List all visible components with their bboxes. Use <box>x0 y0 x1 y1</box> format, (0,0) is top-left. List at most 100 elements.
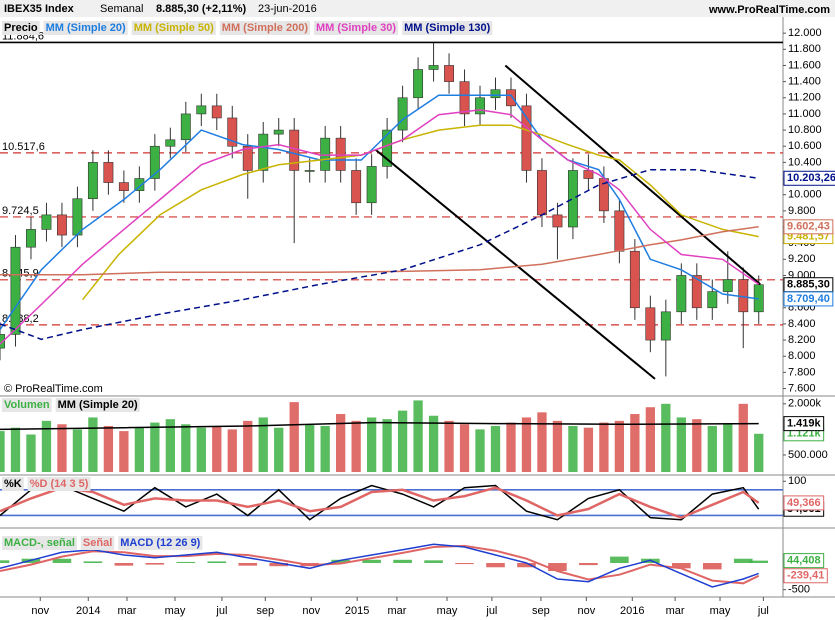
site: www.ProRealTime.com <box>708 4 830 16</box>
bar <box>227 429 237 472</box>
bar <box>723 424 733 472</box>
trend-line <box>374 148 656 380</box>
bar <box>486 563 505 568</box>
last-value-box <box>783 219 834 235</box>
y-tick-label: 12.000 <box>788 27 822 39</box>
y-tick-label: 11.600 <box>788 59 821 71</box>
legend-label: MM (Simple 200) <box>222 22 309 34</box>
bar <box>506 422 516 472</box>
y-tick-label: 11.000 <box>788 108 821 120</box>
legend-box <box>402 21 493 35</box>
bar <box>362 559 381 563</box>
level-label: 9.724,5 <box>2 205 39 217</box>
candle-body <box>211 105 222 119</box>
symbol: IBEX35 Index <box>4 3 75 15</box>
bar <box>517 563 536 568</box>
bar <box>176 561 196 563</box>
level-label: 10.517,6 <box>2 141 45 153</box>
bar <box>676 417 686 472</box>
last-value-label: 10.203,26 <box>787 172 835 184</box>
bar <box>661 403 671 472</box>
bar <box>207 561 227 563</box>
candle-body <box>149 145 160 179</box>
candle-body <box>10 246 21 335</box>
last-value-box <box>783 170 835 186</box>
legend-box <box>2 398 52 412</box>
candle-body <box>552 214 563 228</box>
candle-body <box>506 89 516 107</box>
legend-label: MACD (12 26 9) <box>120 537 200 549</box>
y-tick-label: 500.000 <box>788 449 828 461</box>
bar <box>692 419 702 472</box>
bar <box>521 417 532 472</box>
candle-body <box>335 137 346 171</box>
y-tick-label: -500 <box>788 584 810 596</box>
y-tick-label: 2.000k <box>788 398 822 410</box>
last-value-label: 49,366 <box>787 497 821 509</box>
series-line <box>0 544 760 585</box>
candle-body <box>475 97 485 115</box>
bar <box>754 433 764 472</box>
legend-label: MM (Simple 30) <box>316 22 396 34</box>
y-tick-label: 9.200 <box>788 253 816 265</box>
date: 23-jun-2016 <box>258 3 317 15</box>
candle-body <box>103 162 114 183</box>
bar <box>52 558 72 563</box>
y-tick-label: 10.800 <box>788 124 822 136</box>
candle-body <box>165 139 176 147</box>
x-tick-label: may <box>165 605 186 617</box>
bar <box>749 560 769 563</box>
candle-body <box>273 129 284 135</box>
x-tick-label: jul <box>485 605 497 617</box>
bar <box>459 424 470 472</box>
candle-body <box>72 198 83 236</box>
bar <box>10 427 21 472</box>
bar <box>0 431 5 472</box>
bar <box>212 425 222 472</box>
bar <box>26 434 36 472</box>
legend-box <box>2 477 24 491</box>
x-tick-label: sep <box>256 605 274 617</box>
bar <box>424 560 443 563</box>
x-tick-label: mar <box>387 605 406 617</box>
legend-box <box>2 21 40 35</box>
candle-body <box>87 162 98 200</box>
bar <box>733 558 753 563</box>
candle-body <box>56 214 67 236</box>
candle-body <box>722 279 733 292</box>
x-tick-label: jul <box>215 605 227 617</box>
x-tick-label: may <box>437 605 458 617</box>
series-line <box>0 226 759 276</box>
bar <box>428 415 439 472</box>
bar <box>645 407 655 472</box>
last-value-box <box>783 568 828 584</box>
series-line <box>0 94 759 331</box>
bar <box>475 429 485 472</box>
candle-body <box>227 117 238 147</box>
legend-box <box>43 21 128 35</box>
last-value-box <box>783 291 834 307</box>
candle-body <box>459 81 470 115</box>
header-bar <box>0 0 835 17</box>
copyright: © ProRealTime.com <box>4 383 103 395</box>
y-tick-label: 11.400 <box>788 76 821 88</box>
bar <box>336 414 346 472</box>
y-tick-label: 7.600 <box>788 382 816 394</box>
candle-body <box>707 291 718 309</box>
x-tick-label: 2016 <box>620 605 644 617</box>
y-tick-label: 9.800 <box>788 205 816 217</box>
bar <box>145 563 165 565</box>
bar <box>444 420 454 472</box>
candle-body <box>676 275 687 313</box>
legend-box <box>131 21 216 35</box>
y-tick-label: 8.200 <box>788 334 816 346</box>
bar <box>274 427 284 472</box>
bar <box>134 427 145 472</box>
candle-body <box>490 89 501 99</box>
bar <box>490 425 501 472</box>
candle-body <box>118 182 129 191</box>
bar <box>614 420 625 472</box>
bar <box>181 424 191 472</box>
bar <box>548 563 567 571</box>
candle-body <box>320 137 331 171</box>
